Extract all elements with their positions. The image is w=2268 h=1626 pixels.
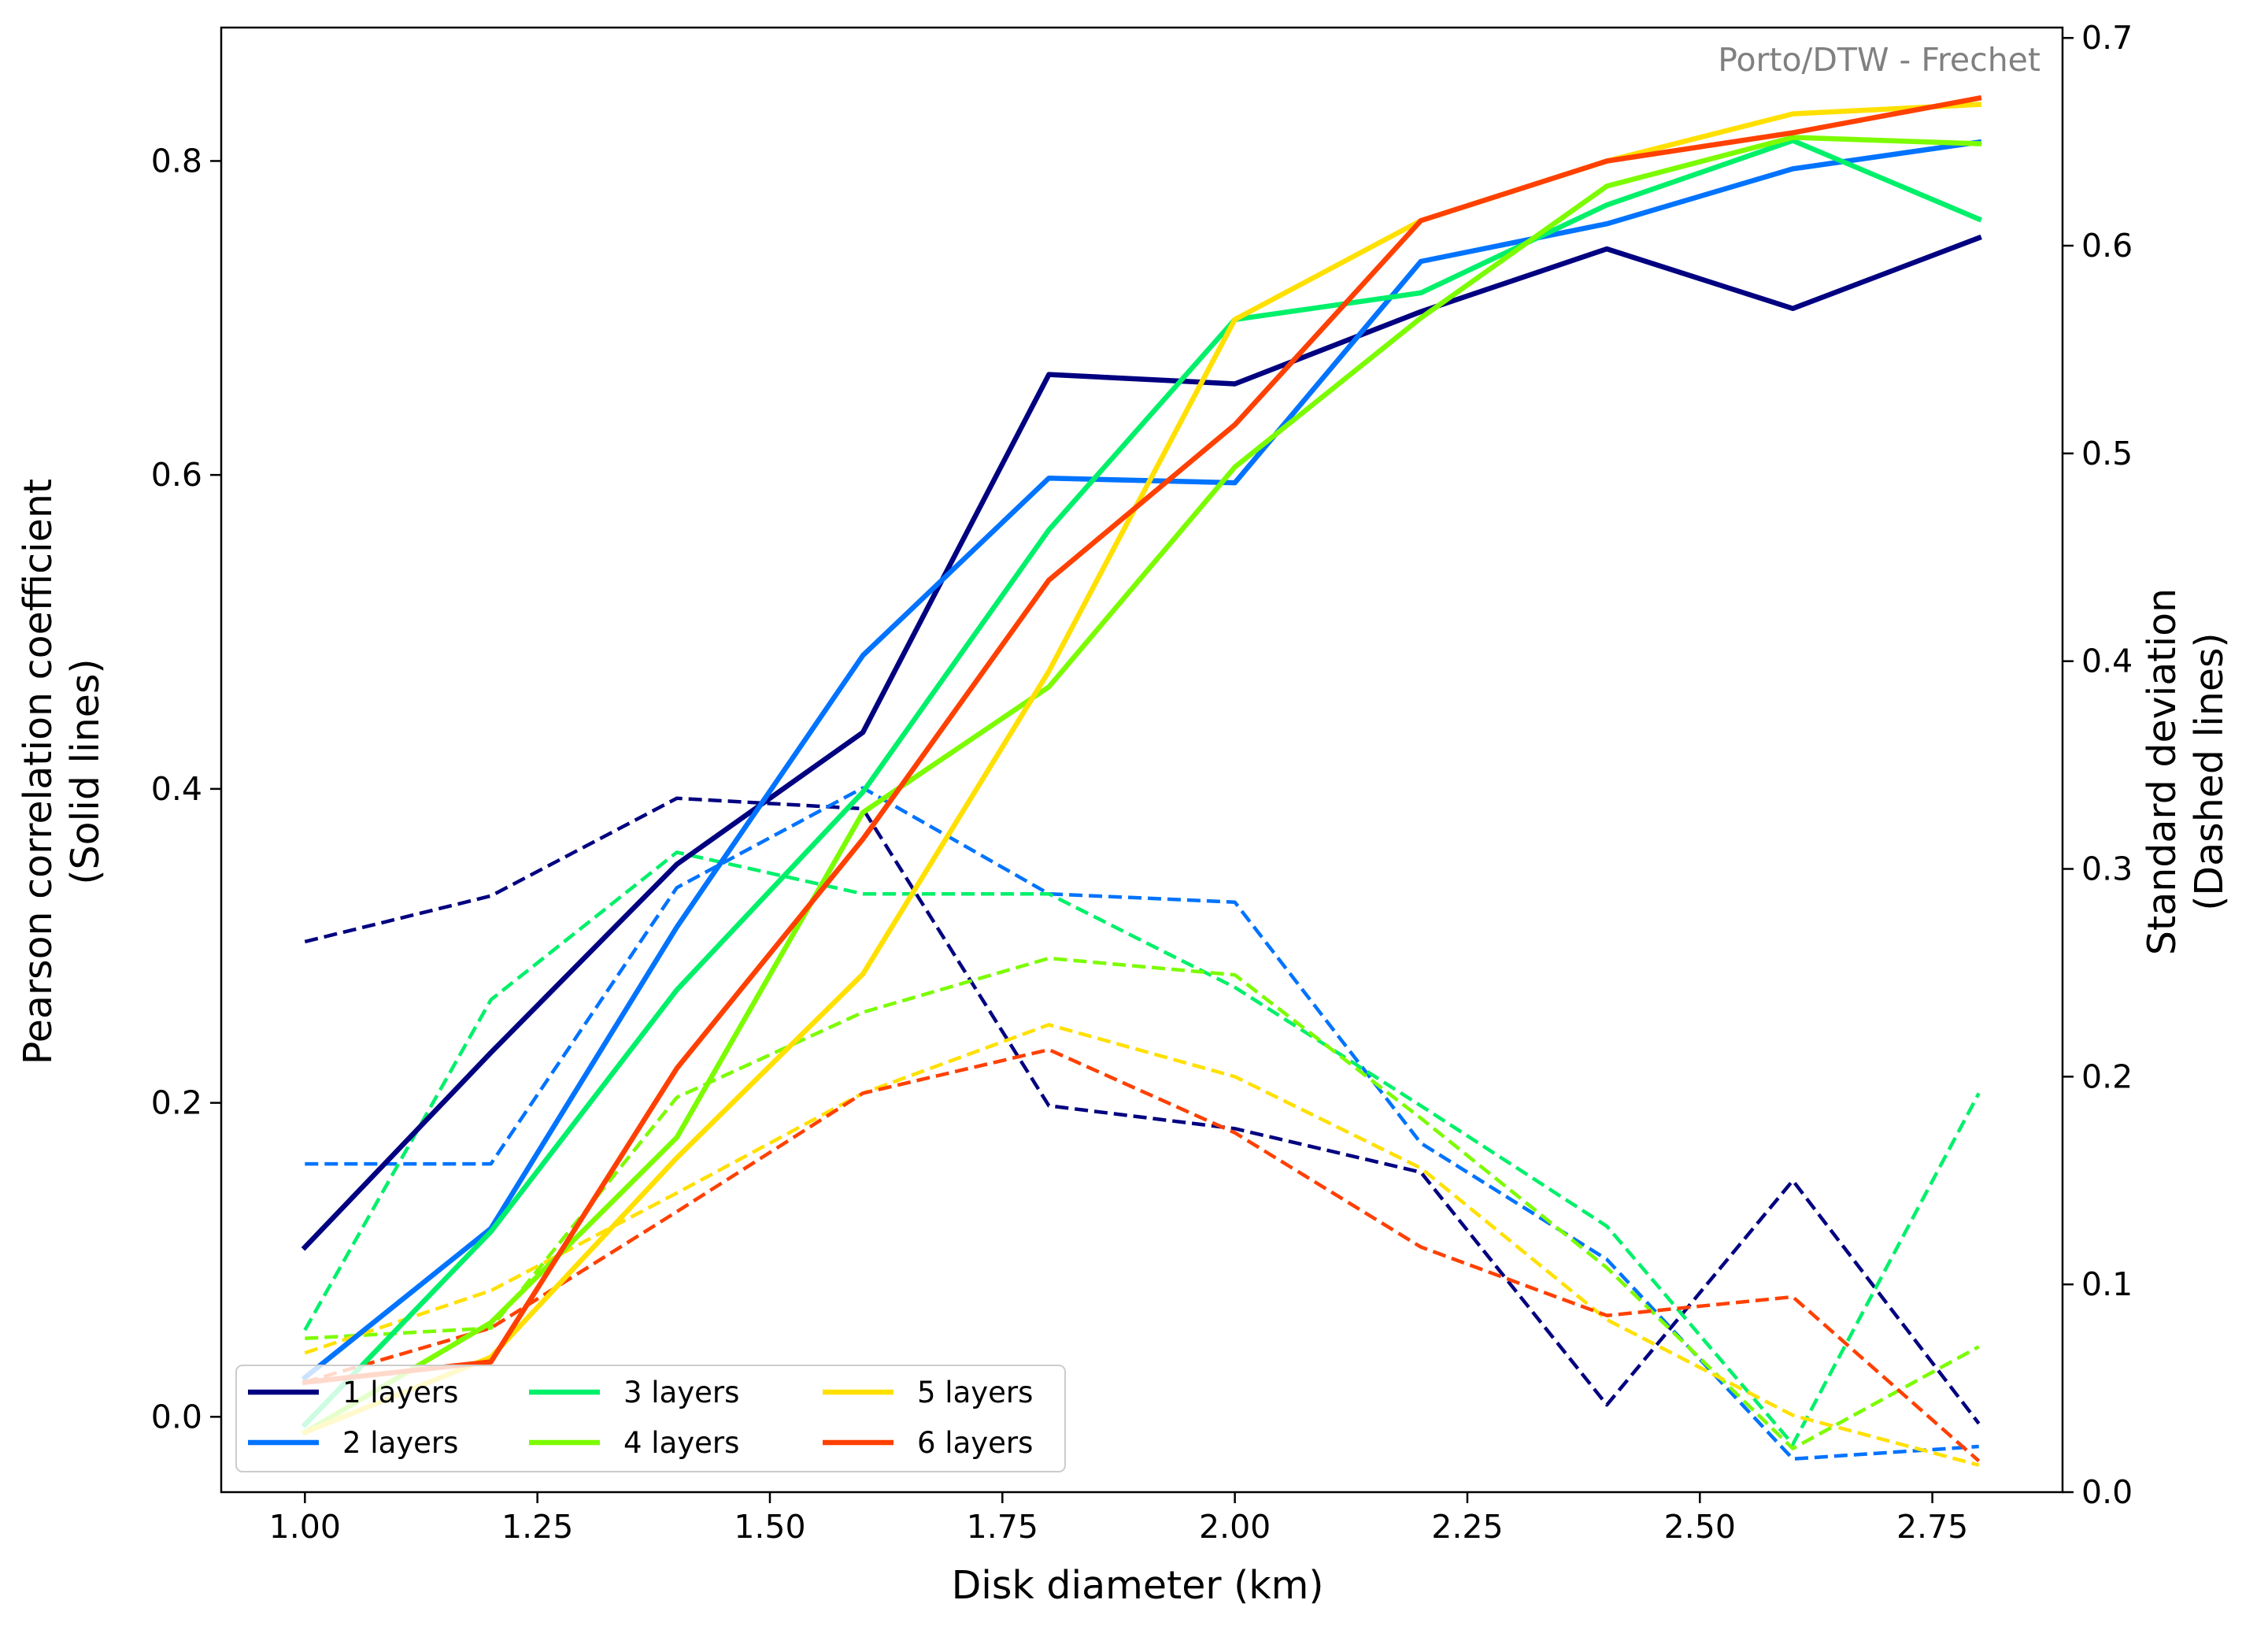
std-line-3-layers — [303, 850, 1981, 1446]
x-tick-label: 2.50 — [1664, 1508, 1736, 1546]
y-left-axis-label: Pearson correlation coefficient (Solid l… — [16, 479, 108, 1065]
std-line-6-layers — [304, 1047, 1981, 1463]
series-layer — [301, 94, 1982, 1467]
y-left-tick-label: 0.6 — [151, 456, 202, 494]
y-left-tick-label: 0.4 — [151, 770, 202, 808]
std-line-5-layers — [304, 1023, 1980, 1467]
y-right-tick-label: 0.7 — [2081, 19, 2133, 57]
legend-label: 1 layers — [342, 1376, 458, 1409]
chart-annotation: Porto/DTW - Frechet — [1718, 41, 2040, 79]
y-left-tick-label: 0.8 — [151, 142, 202, 180]
pearson-line-4-layers — [301, 135, 1982, 1436]
x-tick-label: 2.25 — [1431, 1508, 1503, 1546]
y-right-axis-label-line-1: Standard deviation — [2140, 588, 2185, 955]
legend-item: 6 layers — [823, 1426, 1033, 1460]
x-tick-label: 1.75 — [967, 1508, 1038, 1546]
y-right-axis-label-line-2: (Dashed lines) — [2187, 632, 2232, 910]
y-right-tick-label: 0.4 — [2081, 643, 2133, 680]
y-left-axis-ticks: 0.0 0.2 0.4 0.6 0.8 — [151, 142, 221, 1435]
legend-label: 4 layers — [623, 1426, 739, 1460]
legend-item: 1 layers — [248, 1376, 458, 1409]
std-line-4-layers — [305, 956, 1980, 1450]
y-right-tick-label: 0.2 — [2081, 1057, 2133, 1095]
y-right-axis-label: Standard deviation (Dashed lines) — [2140, 588, 2232, 955]
y-left-tick-label: 0.2 — [151, 1084, 202, 1122]
y-right-tick-label: 0.3 — [2081, 850, 2133, 888]
x-axis-ticks: 1.00 1.25 1.50 1.75 2.00 2.25 2.50 2.75 — [269, 1492, 1968, 1546]
y-right-tick-label: 0.5 — [2081, 435, 2133, 472]
legend-item: 4 layers — [529, 1426, 739, 1460]
y-left-axis-label-line-1: Pearson correlation coefficient — [16, 479, 61, 1065]
x-tick-label: 1.50 — [734, 1508, 805, 1546]
legend-label: 3 layers — [623, 1376, 739, 1409]
x-axis-label: Disk diameter (km) — [952, 1563, 1324, 1608]
x-tick-label: 2.00 — [1199, 1508, 1271, 1546]
y-left-axis-label-line-2: (Solid lines) — [63, 658, 108, 884]
std-line-1-layers — [304, 796, 1981, 1425]
legend-item: 5 layers — [823, 1376, 1033, 1409]
legend-label: 2 layers — [342, 1426, 458, 1460]
x-tick-label: 2.75 — [1896, 1508, 1968, 1546]
legend-item: 3 layers — [529, 1376, 739, 1409]
legend-item: 2 layers — [248, 1426, 458, 1460]
legend: 1 layers 2 layers 3 layers 4 layers 5 layers… — [235, 1365, 1066, 1472]
pearson-line-1-layers — [301, 234, 1982, 1251]
y-right-tick-label: 0.1 — [2081, 1265, 2133, 1303]
pearson-line-5-layers — [302, 102, 1982, 1436]
pearson-line-6-layers — [302, 94, 1982, 1386]
legend-label: 6 layers — [917, 1426, 1033, 1460]
x-tick-label: 1.25 — [501, 1508, 573, 1546]
y-right-tick-label: 0.0 — [2081, 1473, 2133, 1511]
pearson-line-3-layers — [301, 138, 1982, 1428]
legend-label: 5 layers — [917, 1376, 1033, 1409]
y-right-tick-label: 0.6 — [2081, 227, 2133, 265]
plot-frame — [220, 26, 2064, 1494]
y-left-tick-label: 0.0 — [151, 1398, 202, 1435]
x-tick-label: 1.00 — [269, 1508, 341, 1546]
y-right-axis-ticks: 0.0 0.1 0.2 0.3 0.4 0.5 0.6 0.7 — [2063, 19, 2133, 1511]
pearson-line-2-layers — [301, 139, 1982, 1382]
